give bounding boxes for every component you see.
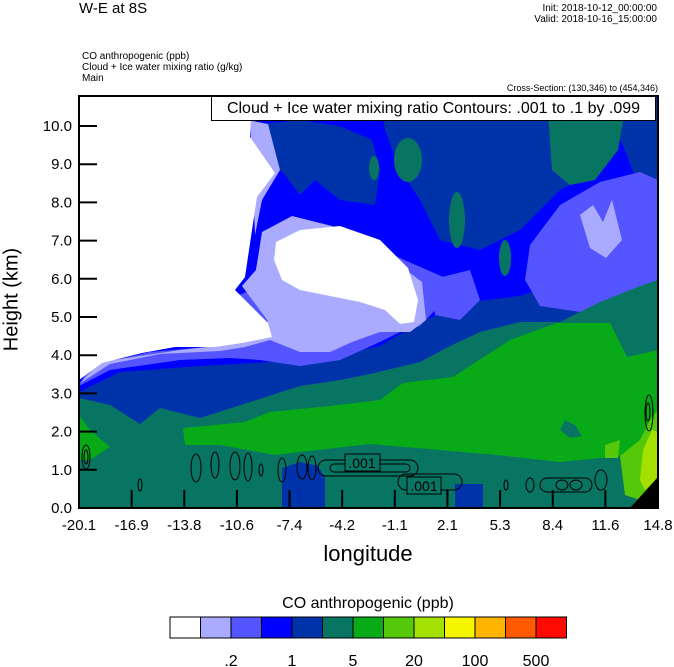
fill-white-region — [79, 96, 275, 380]
colorbar: .2 1 5 20 100 500 — [169, 616, 567, 667]
x-tick-label: -1.1 — [382, 517, 408, 534]
cross-section-label: Cross-Section: (130,346) to (454,346) — [506, 83, 658, 93]
field-label-co: CO anthropogenic (ppb) — [82, 51, 190, 62]
init-time: Init: 2018-10-12_00:00:00 — [542, 3, 657, 14]
colorbar-swatch — [230, 616, 262, 639]
x-tick-label: 11.6 — [591, 517, 619, 534]
x-tick-label: -20.1 — [62, 517, 96, 534]
colorbar-swatch — [200, 616, 232, 639]
x-tick-label: -4.2 — [329, 517, 355, 534]
y-axis-label: Height (km) — [0, 247, 23, 352]
x-tick-label: 8.4 — [542, 517, 563, 534]
colorbar-swatch — [383, 616, 415, 639]
fill-green-left — [79, 415, 110, 460]
x-tick-label: -13.8 — [167, 517, 201, 534]
colorbar-label: 5 — [349, 653, 358, 667]
x-tick-label: 2.1 — [437, 517, 458, 534]
colorbar-swatch — [352, 616, 384, 639]
x-tick-label: 14.8 — [643, 517, 672, 534]
y-tick-label: 5.0 — [51, 309, 72, 326]
y-tick-label: 2.0 — [51, 424, 72, 441]
fill-teal-patch — [369, 156, 379, 180]
fill-teal-patch — [499, 240, 511, 276]
y-tick-label: 10.0 — [43, 118, 72, 135]
colorbar-swatch — [535, 616, 567, 639]
plot-title: W-E at 8S — [79, 0, 148, 17]
colorbar-swatch — [261, 616, 293, 639]
y-tick-label: 7.0 — [51, 233, 72, 250]
colorbar-swatch — [474, 616, 506, 639]
y-tick-label: 4.0 — [51, 347, 72, 364]
fill-teal-patch — [560, 420, 582, 438]
fill-dark-blue-bottom — [455, 484, 483, 508]
y-axis: 0.0 1.0 2.0 3.0 4.0 5.0 6.0 7.0 8.0 9.0 10.0 — [43, 118, 97, 517]
fill-black-corner — [630, 477, 658, 508]
y-tick-label: 1.0 — [51, 462, 72, 479]
fill-teal-patch — [449, 192, 465, 248]
x-tick-label: 5.3 — [490, 517, 511, 534]
fill-medium-blue — [430, 270, 480, 320]
colorbar-title: CO anthropogenic (ppb) — [282, 595, 454, 612]
contour-label-box — [344, 453, 381, 472]
x-axis: -20.1 -16.9 -13.8 -10.6 -7.4 -4.2 -1.1 2.1 5.3 8.… — [62, 490, 673, 534]
contour-info-box: Cloud + Ice water mixing ratio Contours:… — [211, 96, 656, 121]
filled-contours: .001 .001 — [79, 96, 658, 508]
valid-time: Valid: 2018-10-16_15:00:00 — [534, 14, 657, 25]
fill-white-cloud — [274, 226, 418, 324]
x-tick-label: -16.9 — [115, 517, 149, 534]
field-label-cloud: Cloud + Ice water mixing ratio (g/kg) — [82, 62, 243, 73]
colorbar-label: 1 — [288, 653, 297, 667]
colorbar-swatch — [291, 616, 323, 639]
colorbar-label: .2 — [224, 653, 237, 667]
field-label-main: Main — [82, 73, 104, 84]
y-tick-label: 3.0 — [51, 385, 72, 402]
contour-label: .001 — [410, 478, 437, 494]
fill-light-blue — [580, 200, 622, 258]
fill-dark-blue-patch — [262, 120, 380, 205]
colorbar-label: 100 — [462, 653, 489, 667]
fill-green — [183, 323, 658, 462]
x-tick-label: -7.4 — [277, 517, 303, 534]
colorbar-label: 20 — [405, 653, 423, 667]
colorbar-swatch — [444, 616, 476, 639]
x-axis-label: longitude — [323, 541, 413, 566]
y-tick-label: 9.0 — [51, 156, 72, 173]
fill-dark-blue-bottom — [282, 462, 325, 508]
x-tick-label: -10.6 — [220, 517, 254, 534]
colorbar-swatch — [169, 616, 201, 639]
y-tick-label: 8.0 — [51, 194, 72, 211]
colorbar-swatch — [413, 616, 445, 639]
colorbar-swatch — [505, 616, 537, 639]
y-tick-label: 6.0 — [51, 271, 72, 288]
fill-yellow-green — [640, 430, 658, 490]
colorbar-label: 500 — [523, 653, 550, 667]
contour-label-box — [406, 476, 442, 495]
colorbar-swatch — [322, 616, 354, 639]
y-tick-label: 0.0 — [51, 500, 72, 517]
fill-teal-patch — [394, 138, 422, 182]
contour-label: .001 — [348, 455, 375, 471]
fill-light-green-patch — [605, 440, 620, 458]
